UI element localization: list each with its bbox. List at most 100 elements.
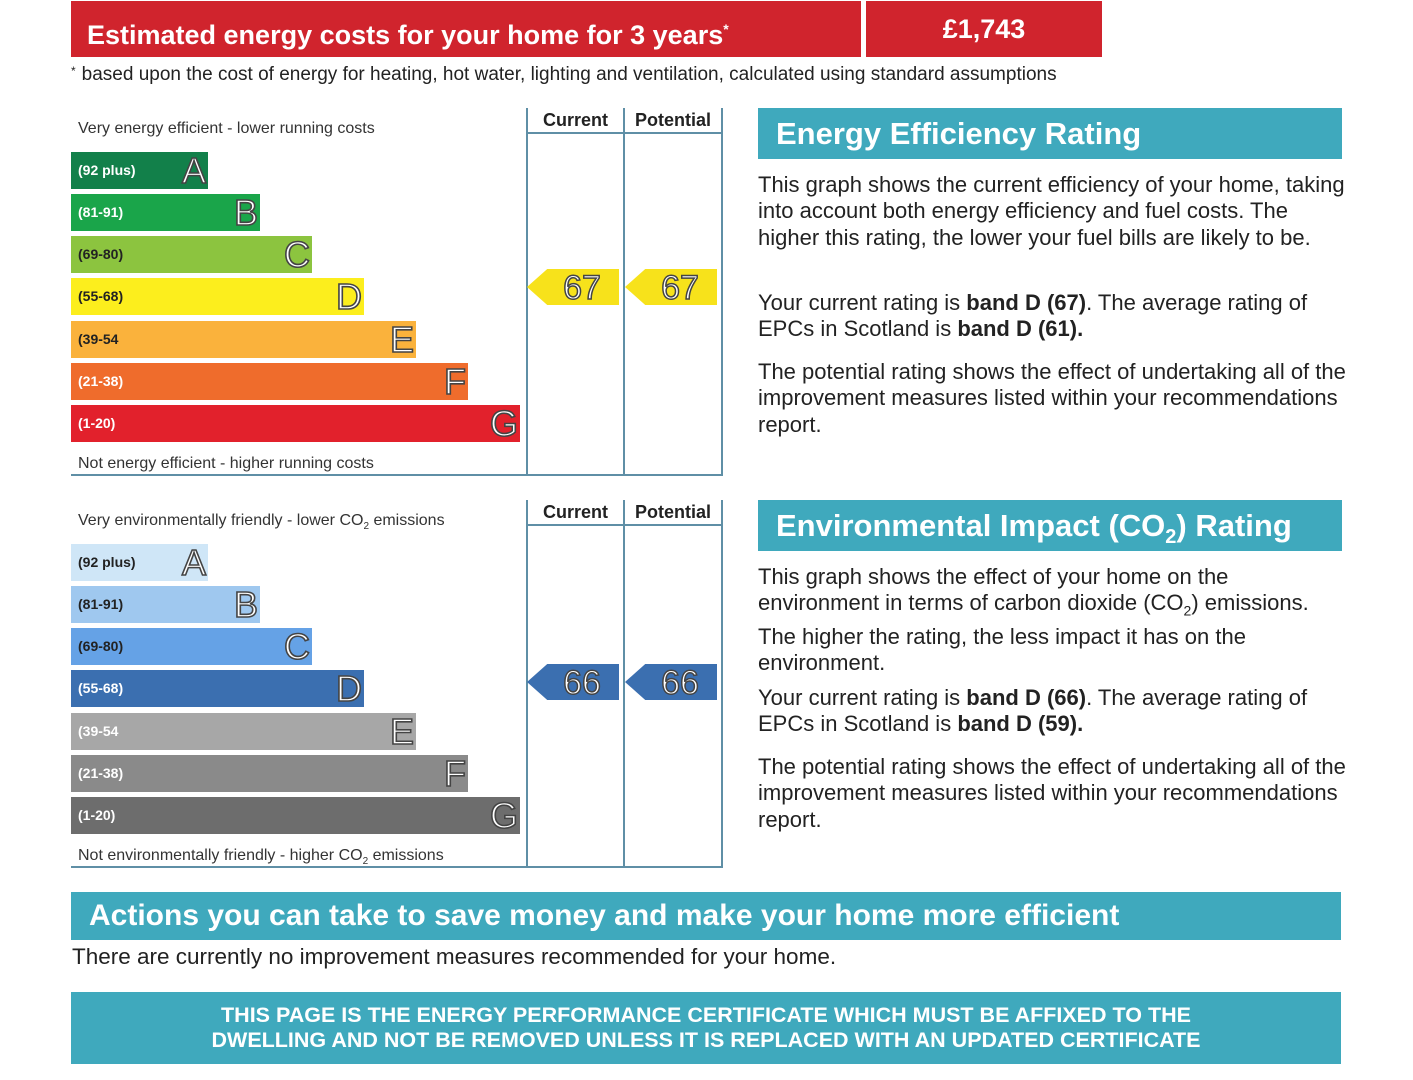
rating-band-e: (39-54 E [71,710,416,753]
rating-band-d: (55-68) D [71,275,364,318]
environment-potential-note: The potential rating shows the effect of… [758,754,1346,832]
estimated-costs-title: Estimated energy costs for your home for… [71,1,861,57]
energy-efficiency-chart: Current Potential Very energy efficient … [71,108,723,476]
current-rating-value: 66 [562,664,601,702]
bottom-range-caption: Not environmentally friendly - higher CO… [78,847,444,867]
band-letter: B [233,583,259,626]
environment-current-rating: Your current rating is band D (66). The … [758,685,1348,738]
band-range-label: (1-20) [78,807,116,823]
chart-divider [623,108,625,476]
text: . The average rating of EPCs in Scotland… [758,685,1308,737]
chart-divider [526,500,528,868]
band-range-label: (55-68) [78,288,124,304]
environment-explanation: This graph shows the effect of your home… [758,564,1348,677]
band-letter: A [181,149,207,192]
chart-divider [721,500,723,868]
band-letter: D [335,667,363,710]
band-letter: E [389,318,415,361]
top-range-caption: Very environmentally friendly - lower CO… [78,512,445,532]
actions-text: There are currently no improvement measu… [72,944,837,969]
average-band: band D (59). [957,711,1084,737]
rating-band-g: (1-20) G [71,794,520,837]
rating-band-f: (21-38) F [71,752,468,795]
band-range-label: (21-38) [78,765,124,781]
chart-divider [526,108,528,476]
band-letter: C [283,625,311,668]
top-range-caption: Very energy efficient - lower running co… [78,120,375,137]
subscript: 2 [1183,602,1192,619]
potential-rating-value: 67 [660,269,699,307]
band-range-label: (92 plus) [78,162,136,178]
text: . The average rating of EPCs in Scotland… [758,290,1308,342]
footnote-marker: * [723,21,729,37]
current-column-header: Current [542,502,608,522]
band-letter: E [389,710,415,753]
environmental-impact-chart: Current Potential Very environmentally f… [71,500,723,868]
current-band: band D (67) [966,290,1087,315]
rating-band-e: (39-54 E [71,318,416,361]
footnote-text: based upon the cost of energy for heatin… [81,64,1057,85]
current-rating-arrow: 66 [527,664,619,700]
notice-line-1: THIS PAGE IS THE ENERGY PERFORMANCE CERT… [221,1003,1191,1027]
caption-text: Not environmentally friendly - higher CO [78,847,363,864]
band-range-label: (81-91) [78,596,124,612]
caption-text: Very environmentally friendly - lower CO [78,512,364,529]
text: Your current rating is [758,290,967,315]
rating-band-c: (69-80) C [71,233,312,276]
band-range-label: (39-54 [78,723,119,739]
caption-subscript: 2 [363,521,369,533]
footnote-star: * [71,64,76,78]
rating-band-g: (1-20) G [71,402,520,445]
band-range-label: (92 plus) [78,554,136,570]
band-letter: G [489,402,519,445]
band-range-label: (81-91) [78,204,124,220]
current-rating-value: 67 [562,269,601,307]
band-range-label: (55-68) [78,680,124,696]
caption-text: emissions [368,847,444,864]
band-range-label: (1-20) [78,415,116,431]
rating-band-f: (21-38) F [71,360,468,403]
heading-subscript: 2 [1165,526,1177,549]
rating-band-d: (55-68) D [71,667,364,710]
heading-text: ) Rating [1176,508,1292,543]
band-range-label: (69-80) [78,246,124,262]
average-band: band D (61). [957,316,1084,342]
current-rating-arrow: 67 [527,269,619,305]
potential-rating-arrow: 67 [625,269,717,305]
costs-footnote: * based upon the cost of energy for heati… [71,64,1057,86]
chart-header-rule [526,524,723,526]
potential-column-header: Potential [634,110,711,130]
potential-rating-value: 66 [660,664,699,702]
chart-bottom-rule [71,866,723,868]
efficiency-current-rating: Your current rating is band D (67). The … [758,290,1348,343]
band-letter: F [443,360,467,403]
estimated-costs-value: £1,743 [866,1,1102,57]
energy-efficiency-heading: Energy Efficiency Rating [758,108,1342,159]
notice-line-2: DWELLING AND NOT BE REMOVED UNLESS IT IS… [211,1028,1201,1052]
rating-band-a: (92 plus) A [71,541,208,584]
band-range-label: (39-54 [78,331,119,347]
band-letter: C [283,233,311,276]
chart-header-rule [526,132,723,134]
current-column-header: Current [542,110,608,130]
current-band: band D (66) [966,685,1087,710]
caption-subscript: 2 [362,856,369,868]
heading-text: Environmental Impact (CO [776,508,1166,543]
potential-column-header: Potential [634,502,711,522]
band-letter: D [335,275,363,318]
chart-bottom-rule [71,474,723,476]
certificate-notice: THIS PAGE IS THE ENERGY PERFORMANCE CERT… [71,992,1341,1064]
rating-band-a: (92 plus) A [71,149,208,192]
actions-heading: Actions you can take to save money and m… [71,892,1341,940]
rating-band-b: (81-91) B [71,583,260,626]
text: ) emissions. The higher the rating, the … [758,590,1309,676]
band-letter: F [443,752,467,795]
band-letter: A [181,541,207,584]
band-range-label: (21-38) [78,373,124,389]
chart-divider [721,108,723,476]
bottom-range-caption: Not energy efficient - higher running co… [78,455,374,472]
efficiency-explanation: This graph shows the current efficiency … [758,172,1345,250]
band-letter: G [489,794,519,837]
band-letter: B [233,191,259,234]
text: Your current rating is [758,685,967,710]
